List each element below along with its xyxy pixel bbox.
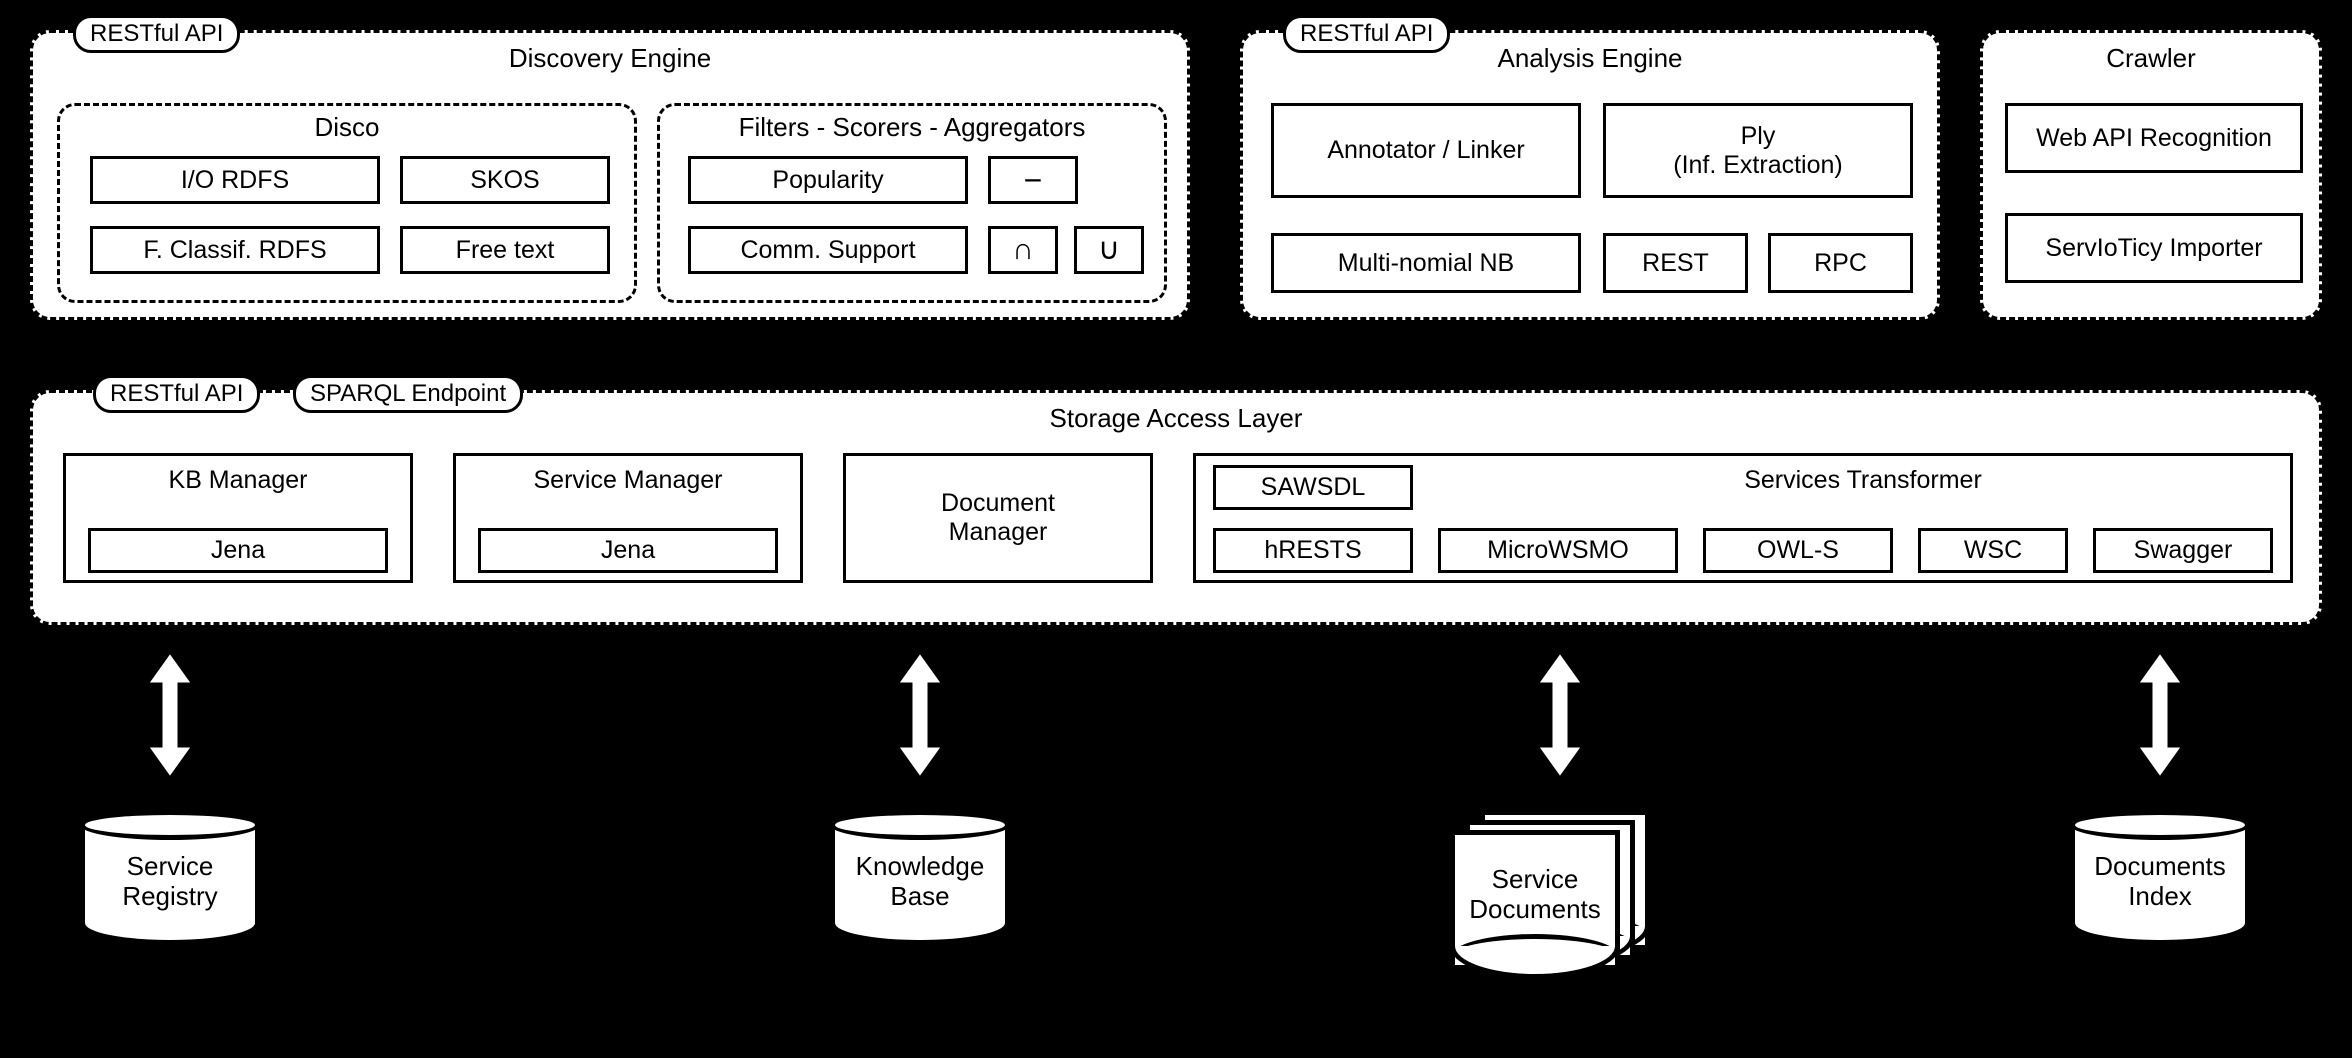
storage-api-tag: RESTful API bbox=[93, 375, 260, 413]
sparql-endpoint-tag: SPARQL Endpoint bbox=[293, 375, 523, 413]
storage-access-layer-panel: RESTful API SPARQL Endpoint Storage Acce… bbox=[30, 390, 2322, 625]
io-rdfs-box: I/O RDFS bbox=[90, 156, 380, 204]
intersect-box: ∩ bbox=[988, 226, 1058, 274]
document-manager-box: Document Manager bbox=[843, 453, 1153, 583]
skos-box: SKOS bbox=[400, 156, 610, 204]
swagger-box: Swagger bbox=[2093, 528, 2273, 573]
union-box: ∪ bbox=[1074, 226, 1144, 274]
servioticy-importer-box: ServIoTicy Importer bbox=[2005, 213, 2303, 283]
svc-jena-box: Jena bbox=[478, 528, 778, 573]
architecture-diagram: RESTful API Discovery Engine Disco I/O R… bbox=[20, 20, 2332, 1038]
discovery-api-tag: RESTful API bbox=[73, 15, 240, 53]
crawler-title: Crawler bbox=[1983, 43, 2319, 74]
arrow-icon bbox=[2130, 650, 2190, 780]
free-text-box: Free text bbox=[400, 226, 610, 274]
knowledge-base-store: Knowledge Base bbox=[830, 810, 1010, 945]
discovery-engine-panel: RESTful API Discovery Engine Disco I/O R… bbox=[30, 30, 1190, 320]
kb-jena-box: Jena bbox=[88, 528, 388, 573]
analysis-engine-panel: RESTful API Analysis Engine Annotator / … bbox=[1240, 30, 1940, 320]
multinomial-nb-box: Multi-nomial NB bbox=[1271, 233, 1581, 293]
rest-box: REST bbox=[1603, 233, 1748, 293]
minus-box: − bbox=[988, 156, 1078, 204]
service-documents-store: Service Documents bbox=[1450, 810, 1650, 960]
disco-group: Disco I/O RDFS SKOS F. Classif. RDFS Fre… bbox=[57, 103, 637, 303]
arrow-icon bbox=[140, 650, 200, 780]
microwsmo-box: MicroWSMO bbox=[1438, 528, 1678, 573]
rpc-box: RPC bbox=[1768, 233, 1913, 293]
wsc-box: WSC bbox=[1918, 528, 2068, 573]
documents-index-store: Documents Index bbox=[2070, 810, 2250, 945]
arrow-icon bbox=[890, 650, 950, 780]
fsa-title: Filters - Scorers - Aggregators bbox=[660, 112, 1164, 143]
web-api-recognition-box: Web API Recognition bbox=[2005, 103, 2303, 173]
annotator-linker-box: Annotator / Linker bbox=[1271, 103, 1581, 198]
f-classif-rdfs-box: F. Classif. RDFS bbox=[90, 226, 380, 274]
arrow-icon bbox=[1530, 650, 1590, 780]
popularity-box: Popularity bbox=[688, 156, 968, 204]
crawler-panel: Crawler Web API Recognition ServIoTicy I… bbox=[1980, 30, 2322, 320]
analysis-api-tag: RESTful API bbox=[1283, 15, 1450, 53]
filters-scorers-group: Filters - Scorers - Aggregators Populari… bbox=[657, 103, 1167, 303]
hrests-box: hRESTS bbox=[1213, 528, 1413, 573]
disco-title: Disco bbox=[60, 112, 634, 143]
comm-support-box: Comm. Support bbox=[688, 226, 968, 274]
service-registry-store: Service Registry bbox=[80, 810, 260, 945]
owls-box: OWL-S bbox=[1703, 528, 1893, 573]
sawsdl-box: SAWSDL bbox=[1213, 465, 1413, 510]
ply-box: Ply (Inf. Extraction) bbox=[1603, 103, 1913, 198]
